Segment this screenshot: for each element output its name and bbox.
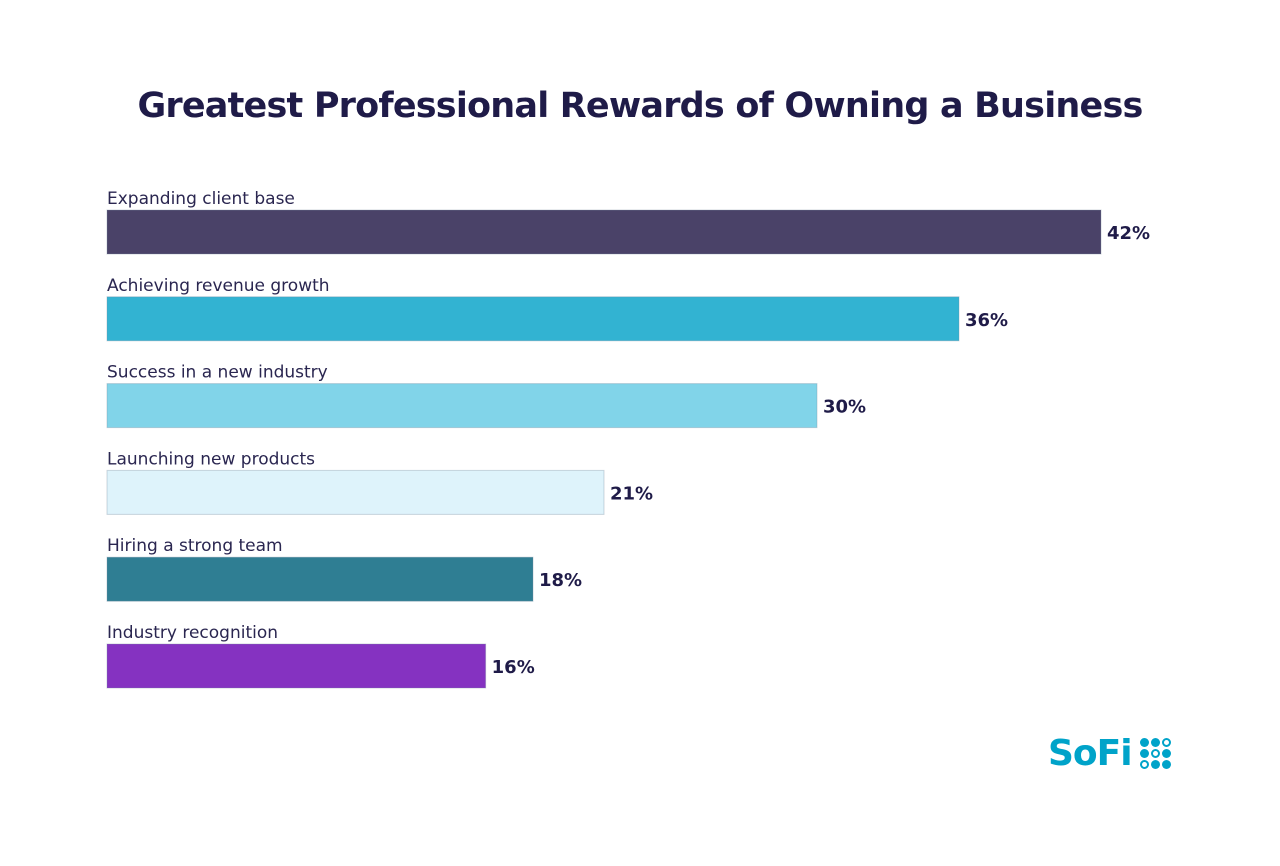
bar xyxy=(106,556,534,602)
logo-dots-icon xyxy=(1139,738,1171,769)
value-label: 30% xyxy=(823,397,866,418)
logo-text: SoFi xyxy=(1048,733,1133,774)
value-label: 21% xyxy=(610,483,653,504)
value-label: 42% xyxy=(1107,223,1150,244)
bar xyxy=(106,383,818,429)
category-label: Expanding client base xyxy=(107,189,295,209)
value-label: 16% xyxy=(492,657,535,678)
bar xyxy=(106,296,960,342)
sofi-logo: SoFi xyxy=(1048,733,1171,774)
category-label: Hiring a strong team xyxy=(107,536,283,556)
chart-title: Greatest Professional Rewards of Owning … xyxy=(137,86,1143,126)
category-label: Success in a new industry xyxy=(107,363,328,383)
value-label: 36% xyxy=(965,310,1008,331)
bar xyxy=(106,469,605,515)
category-label: Achieving revenue growth xyxy=(107,276,330,296)
bar xyxy=(106,209,1102,255)
category-label: Industry recognition xyxy=(107,623,278,643)
category-label: Launching new products xyxy=(107,449,315,469)
bar xyxy=(106,643,487,689)
value-label: 18% xyxy=(539,570,582,591)
